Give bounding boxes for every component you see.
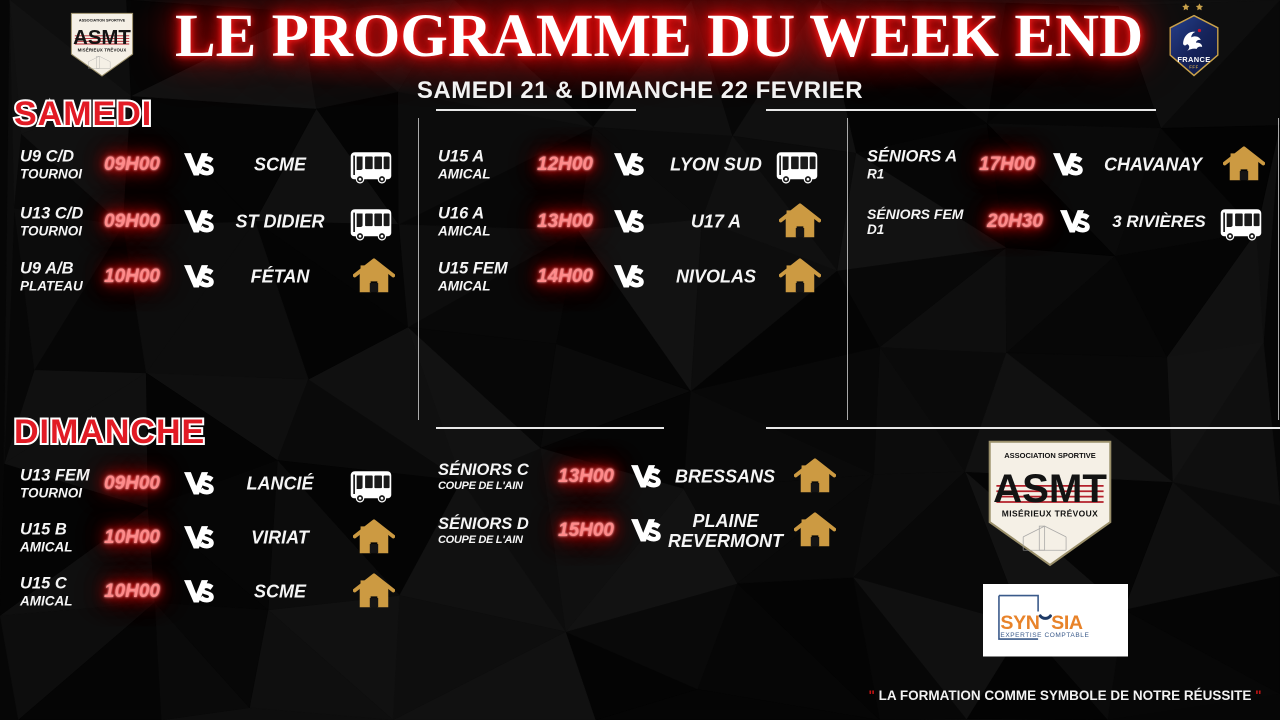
svg-text:MISÉRIEUX TRÉVOUX: MISÉRIEUX TRÉVOUX: [1002, 509, 1098, 519]
svg-text:SIA: SIA: [1051, 612, 1083, 634]
svg-text:ASSOCIATION SPORTIVE: ASSOCIATION SPORTIVE: [1004, 451, 1096, 460]
svg-text:ASSOCIATION SPORTIVE: ASSOCIATION SPORTIVE: [79, 19, 126, 23]
svg-text:FFF: FFF: [1189, 65, 1198, 70]
svg-text:SYN: SYN: [1000, 612, 1039, 634]
svg-text:ASMT: ASMT: [993, 466, 1107, 511]
svg-text:MISÉRIEUX TRÉVOUX: MISÉRIEUX TRÉVOUX: [78, 47, 127, 52]
svg-text:EXPERTISE COMPTABLE: EXPERTISE COMPTABLE: [1000, 632, 1089, 639]
svg-text:ASMT: ASMT: [73, 27, 131, 49]
svg-text:FRANCE: FRANCE: [1177, 55, 1210, 64]
